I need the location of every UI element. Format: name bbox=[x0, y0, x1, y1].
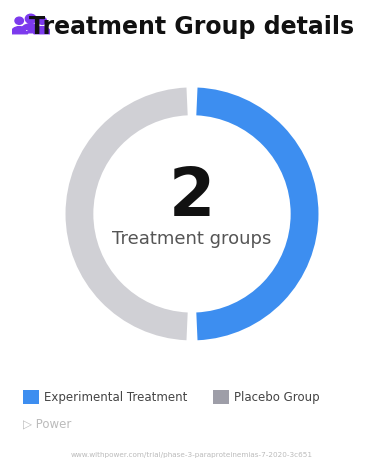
Circle shape bbox=[15, 17, 23, 24]
Text: Experimental Treatment: Experimental Treatment bbox=[44, 391, 187, 404]
Text: 2: 2 bbox=[169, 165, 215, 231]
Text: www.withpower.com/trial/phase-3-paraproteinemias-7-2020-3c651: www.withpower.com/trial/phase-3-paraprot… bbox=[71, 452, 313, 458]
Wedge shape bbox=[20, 24, 41, 33]
Text: Placebo Group: Placebo Group bbox=[234, 391, 320, 404]
Wedge shape bbox=[66, 87, 188, 340]
Text: Treatment Group details: Treatment Group details bbox=[30, 15, 354, 39]
Wedge shape bbox=[34, 27, 51, 34]
Text: ⬤: ⬤ bbox=[26, 30, 28, 31]
Wedge shape bbox=[11, 27, 28, 34]
Text: ▷ Power: ▷ Power bbox=[23, 418, 71, 431]
Circle shape bbox=[25, 14, 36, 23]
Circle shape bbox=[38, 17, 46, 24]
Text: Treatment groups: Treatment groups bbox=[112, 230, 272, 248]
Wedge shape bbox=[196, 87, 318, 340]
